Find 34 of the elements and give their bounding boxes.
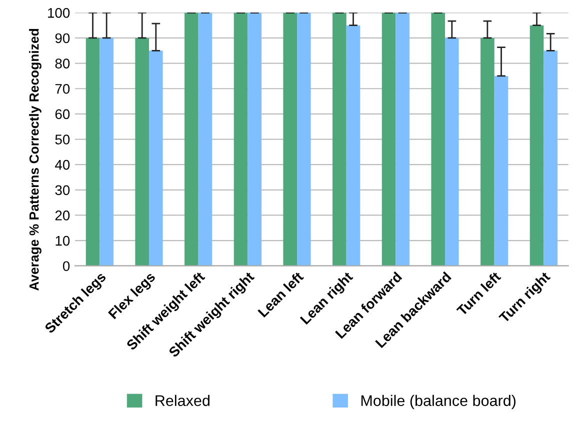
bar [149, 50, 163, 266]
y-tick-label: 60 [55, 109, 70, 120]
y-tick-label: 10 [56, 236, 70, 246]
y-tick-label: 30 [55, 185, 70, 196]
y-axis-title: Average % Patterns Correctly Recognized [29, 29, 42, 291]
bar [530, 25, 544, 266]
bar [480, 38, 494, 266]
y-tick-label: 0 [62, 261, 70, 272]
bar [544, 50, 558, 266]
bar [396, 12, 410, 266]
y-tick-label: 20 [55, 210, 70, 220]
bar [198, 12, 212, 266]
y-tick-label: 70 [55, 84, 70, 94]
legend-label: Relaxed [156, 394, 210, 406]
bar [135, 38, 150, 266]
bar [184, 12, 198, 266]
bar [86, 38, 100, 266]
bar [445, 38, 459, 266]
legend-label: Mobile (balance board) [361, 394, 516, 410]
y-tick-label: 50 [55, 134, 70, 144]
bar [234, 12, 248, 266]
y-tick-label: 90 [55, 33, 70, 44]
bar [283, 12, 298, 266]
bar [100, 38, 114, 266]
bar [248, 12, 262, 266]
bar [494, 76, 508, 266]
bar [346, 25, 360, 266]
bar [332, 12, 346, 266]
y-tick-label: 100 [48, 8, 70, 18]
y-tick-label: 40 [55, 160, 70, 170]
bar [431, 12, 446, 266]
bar [382, 12, 396, 266]
bar [297, 12, 311, 266]
y-tick-label: 80 [55, 58, 70, 68]
